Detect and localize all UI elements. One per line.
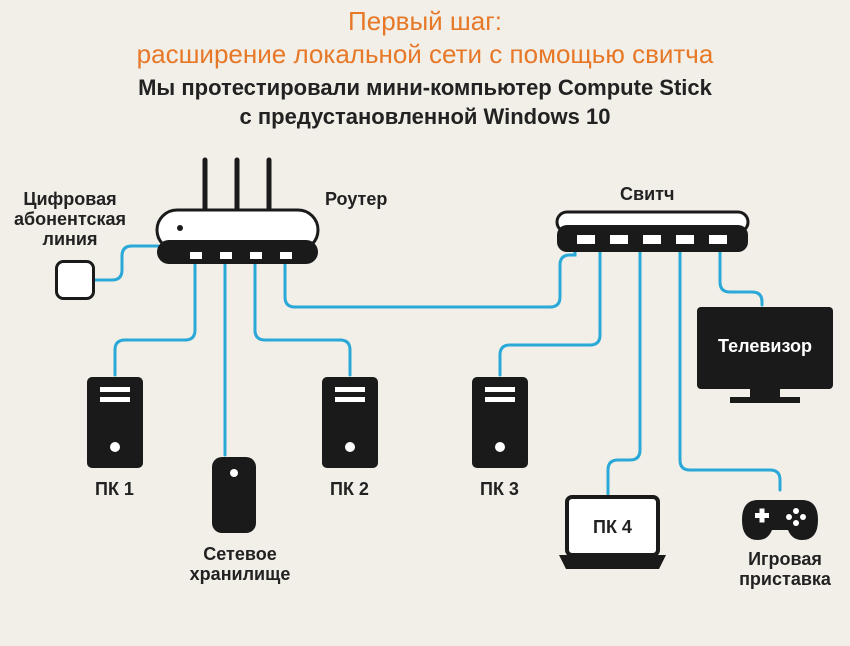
- switch-icon: [555, 210, 750, 255]
- gamepad-icon: [740, 490, 820, 545]
- router-icon: [155, 155, 320, 267]
- tv-label: Телевизор: [695, 337, 835, 357]
- nas-label: Сетевоехранилище: [180, 545, 300, 585]
- pc1-icon: [85, 375, 145, 470]
- pc4-label: ПК 4: [593, 518, 632, 538]
- pc2-label: ПК 2: [330, 480, 369, 500]
- switch-label: Свитч: [620, 185, 674, 205]
- dsl-label: Цифроваяабонентскаялиния: [10, 190, 130, 249]
- dsl-box-icon: [55, 260, 95, 300]
- pc1-label: ПК 1: [95, 480, 134, 500]
- nas-icon: [210, 455, 258, 535]
- router-label: Роутер: [325, 190, 387, 210]
- pc2-icon: [320, 375, 380, 470]
- console-label: Игроваяприставка: [730, 550, 840, 590]
- pc3-icon: [470, 375, 530, 470]
- pc3-label: ПК 3: [480, 480, 519, 500]
